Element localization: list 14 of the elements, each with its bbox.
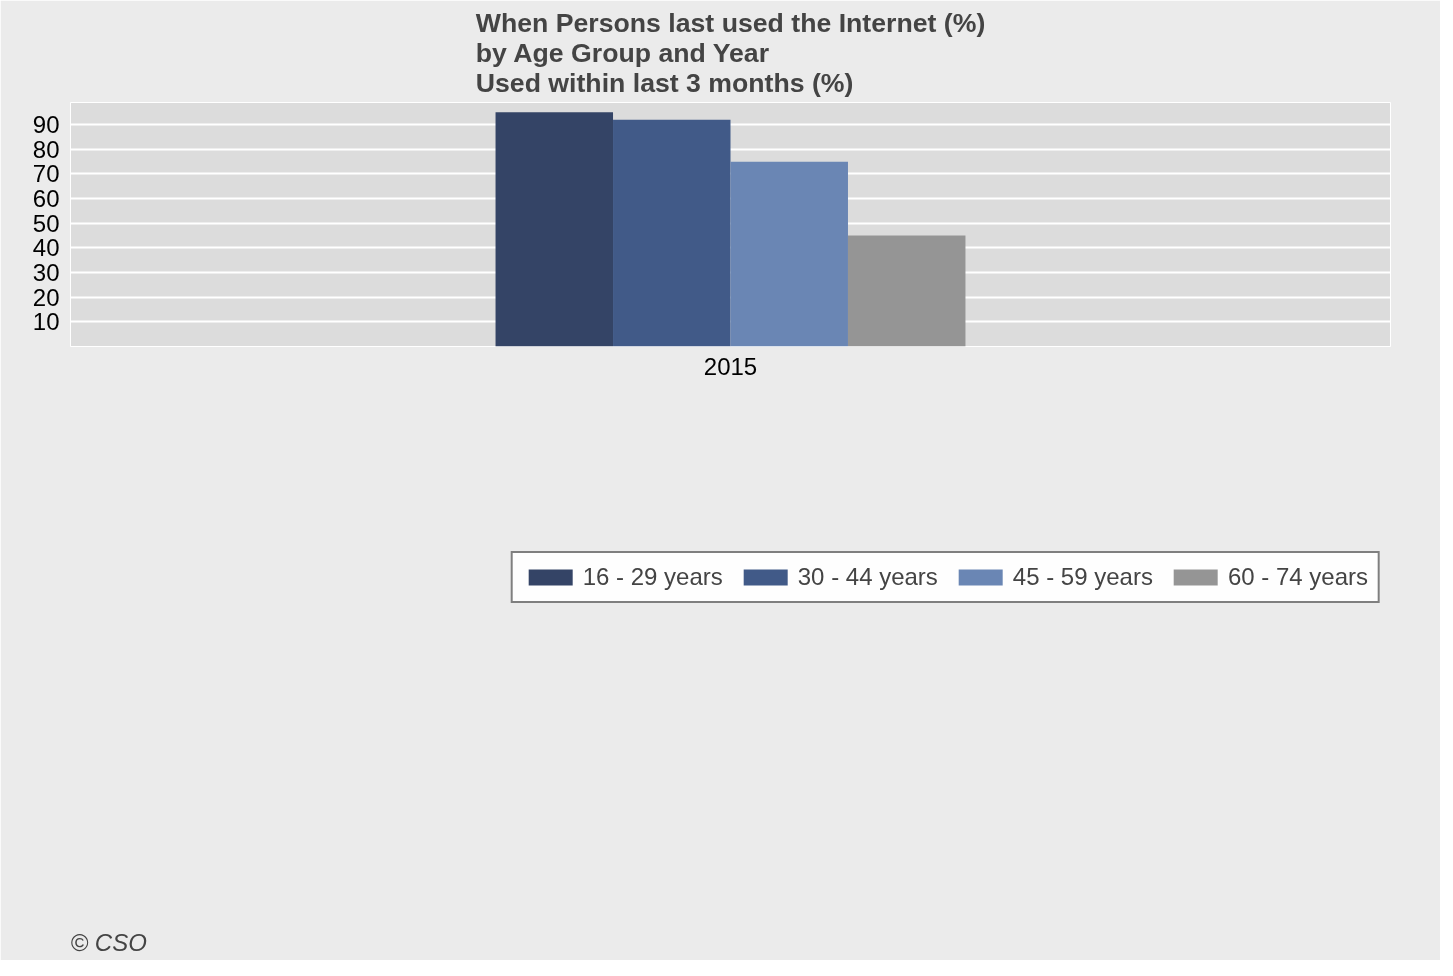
chart-title: When Persons last used the Internet (%) by Age Group and Year Used within last 3 months (%) xyxy=(475,7,986,98)
legend-label: 30 - 44 years xyxy=(797,563,938,591)
y-tick-label: 40 xyxy=(32,234,60,262)
bar xyxy=(847,235,966,347)
x-tick-label: 2015 xyxy=(703,352,758,380)
bar xyxy=(495,112,614,347)
legend-label: 45 - 59 years xyxy=(1012,563,1153,591)
bar xyxy=(613,119,731,347)
y-tick-label: 10 xyxy=(32,308,60,336)
legend-label: 60 - 74 years xyxy=(1227,563,1368,591)
y-tick-label: 70 xyxy=(32,160,60,188)
legend-label: 16 - 29 years xyxy=(582,563,723,591)
text: © CSO xyxy=(70,928,147,956)
bar xyxy=(730,161,848,347)
